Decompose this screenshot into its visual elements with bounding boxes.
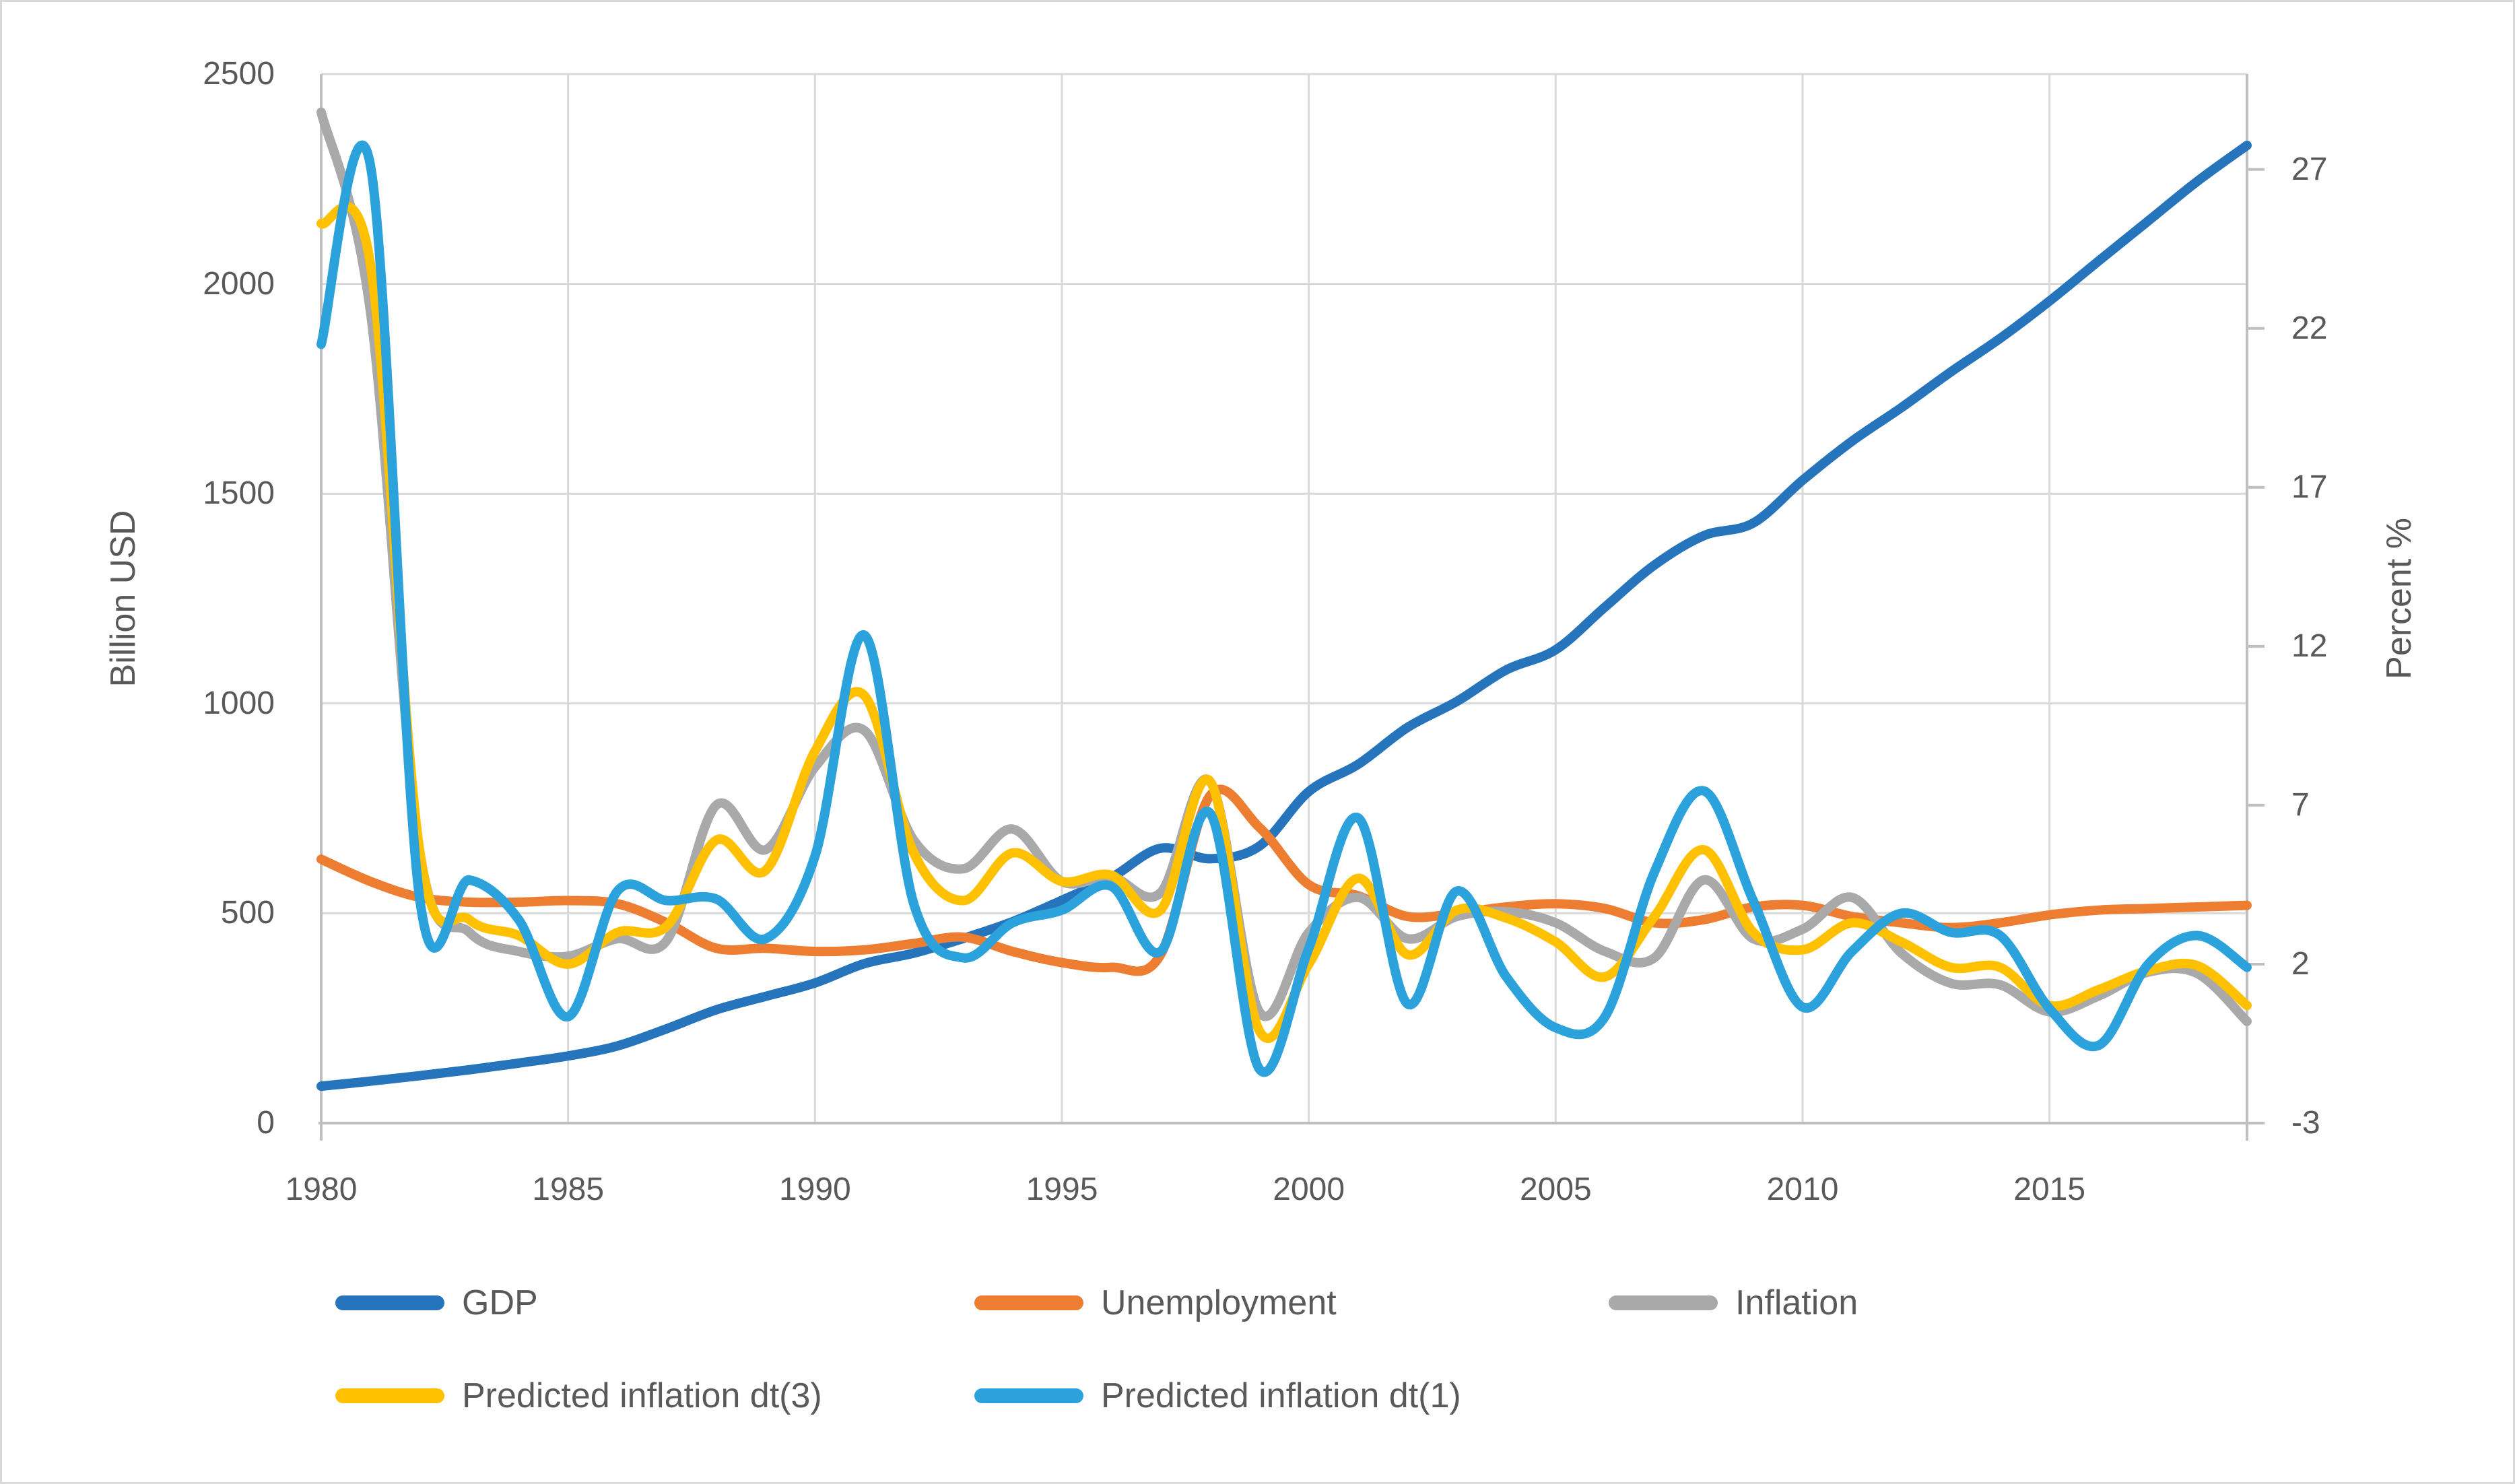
- legend-item-predicted-dt3: Predicted inflation dt(3): [335, 1372, 822, 1419]
- legend-label: GDP: [462, 1283, 538, 1322]
- predicted-dt3-line-swatch: [335, 1388, 444, 1403]
- series-line-gdp: [316, 140, 2252, 1091]
- right-axis-title: Percent %: [2380, 518, 2419, 679]
- y-left-tick-label: 2500: [203, 56, 275, 92]
- y-right-tick-label: -3: [2291, 1105, 2320, 1141]
- legend-label: Predicted inflation dt(3): [462, 1376, 822, 1415]
- y-right-tick-label: 22: [2291, 310, 2328, 346]
- x-tick-label: 1995: [1026, 1172, 1098, 1207]
- y-right-tick-label: 7: [2291, 786, 2310, 823]
- legend-item-inflation: Inflation: [1609, 1279, 1858, 1326]
- y-left-tick-label: 0: [257, 1105, 275, 1141]
- predicted-dt1-line-swatch: [974, 1388, 1083, 1403]
- legend-label: Inflation: [1735, 1283, 1858, 1322]
- y-right-tick-label: 17: [2291, 469, 2328, 505]
- gdp-line-swatch: [335, 1295, 444, 1310]
- legend-item-unemployment: Unemployment: [974, 1279, 1337, 1326]
- x-tick-label: 2015: [2013, 1172, 2086, 1207]
- y-left-tick-label: 1000: [203, 685, 275, 721]
- x-tick-label: 1985: [532, 1172, 605, 1207]
- x-tick-label: 2005: [1519, 1172, 1592, 1207]
- x-tick-label: 1980: [285, 1172, 358, 1207]
- legend-item-predicted-dt1: Predicted inflation dt(1): [974, 1372, 1461, 1419]
- series-line-inflation: [316, 107, 2252, 1026]
- legend-label: Unemployment: [1101, 1283, 1337, 1322]
- unemployment-line-swatch: [974, 1295, 1083, 1310]
- y-right-tick-label: 12: [2291, 628, 2328, 664]
- series-line-predicted-inflation-dt-3-: [316, 202, 2252, 1043]
- x-tick-label: 1990: [778, 1172, 851, 1207]
- y-right-tick-label: 27: [2291, 151, 2328, 187]
- legend-label: Predicted inflation dt(1): [1101, 1376, 1461, 1415]
- y-left-tick-label: 500: [220, 895, 275, 931]
- x-tick-label: 2000: [1273, 1172, 1345, 1207]
- left-axis-title: Billion USD: [104, 510, 143, 687]
- series-line-predicted-inflation-dt-1-: [316, 140, 2252, 1077]
- series-line-unemployment: [316, 784, 2252, 976]
- y-left-tick-label: 1500: [203, 475, 275, 512]
- inflation-line-swatch: [1609, 1295, 1718, 1310]
- x-tick-label: 2010: [1766, 1172, 1839, 1207]
- y-right-tick-label: 2: [2291, 945, 2310, 982]
- y-left-tick-label: 2000: [203, 265, 275, 302]
- legend-item-gdp: GDP: [335, 1279, 538, 1326]
